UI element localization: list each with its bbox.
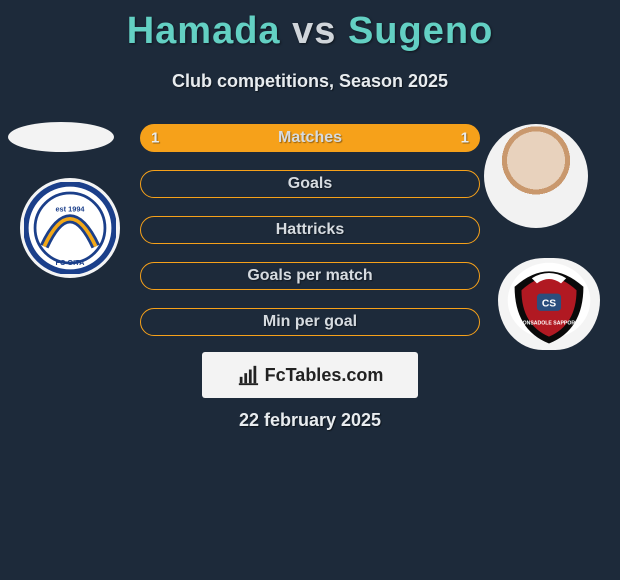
stat-label: Goals per match bbox=[247, 267, 372, 285]
consadole-sapporo-crest-icon: CS CONSADOLE SAPPORO bbox=[502, 261, 596, 347]
stat-row-hattricks: Hattricks bbox=[140, 216, 480, 244]
stat-label: Min per goal bbox=[263, 313, 357, 331]
svg-text:est 1994: est 1994 bbox=[55, 204, 85, 213]
svg-text:FC OITA: FC OITA bbox=[56, 258, 86, 267]
bar-chart-icon bbox=[237, 364, 259, 386]
player1-photo bbox=[8, 122, 114, 152]
svg-text:CS: CS bbox=[542, 299, 556, 310]
watermark: FcTables.com bbox=[202, 352, 418, 398]
stat-row-matches: 1 Matches 1 bbox=[140, 124, 480, 152]
player1-club-crest: est 1994 FC OITA bbox=[20, 178, 120, 278]
stat-left-value: 1 bbox=[151, 130, 159, 147]
player2-photo bbox=[484, 124, 588, 228]
vs-separator: vs bbox=[292, 10, 336, 52]
comparison-title: Hamada vs Sugeno bbox=[0, 0, 620, 53]
stat-row-goals: Goals bbox=[140, 170, 480, 198]
snapshot-date: 22 february 2025 bbox=[0, 410, 620, 431]
stat-row-min-per-goal: Min per goal bbox=[140, 308, 480, 336]
player1-name: Hamada bbox=[127, 10, 281, 52]
watermark-text: FcTables.com bbox=[265, 365, 384, 386]
stat-label: Hattricks bbox=[276, 221, 344, 239]
oita-trinita-crest-icon: est 1994 FC OITA bbox=[24, 182, 116, 274]
svg-text:CONSADOLE SAPPORO: CONSADOLE SAPPORO bbox=[519, 321, 579, 327]
player2-club-crest: CS CONSADOLE SAPPORO bbox=[498, 258, 600, 350]
stat-row-goals-per-match: Goals per match bbox=[140, 262, 480, 290]
player2-name: Sugeno bbox=[348, 10, 493, 52]
stat-right-value: 1 bbox=[461, 130, 469, 147]
stats-panel: 1 Matches 1 Goals Hattricks Goals per ma… bbox=[140, 124, 480, 354]
subtitle: Club competitions, Season 2025 bbox=[0, 71, 620, 92]
stat-label: Matches bbox=[278, 129, 342, 147]
stat-label: Goals bbox=[288, 175, 332, 193]
